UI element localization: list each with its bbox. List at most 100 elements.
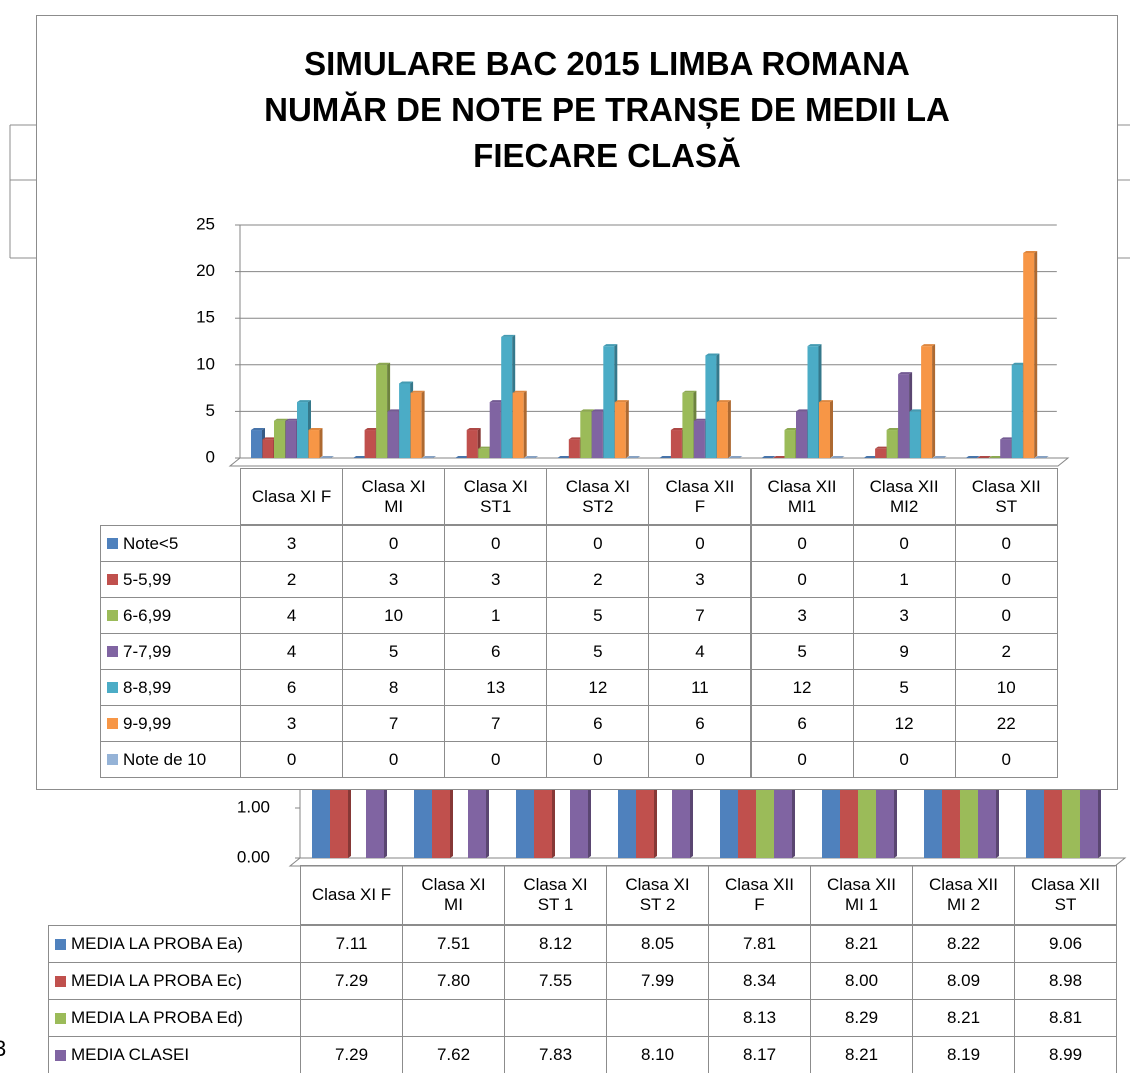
table-value: 12	[750, 669, 854, 706]
category-header: Clasa XI F	[300, 865, 403, 925]
legend-entry: MEDIA LA PROBA Ea)	[48, 925, 301, 963]
legend-label: 8-8,99	[123, 677, 172, 697]
legend-swatch	[107, 610, 118, 621]
table-value: 8.17	[708, 1036, 811, 1073]
legend-label: 7-7,99	[123, 641, 172, 661]
table-value: 8.22	[912, 925, 1015, 963]
table-value: 8.00	[810, 962, 913, 1000]
table-value: 0	[342, 741, 446, 778]
legend-swatch	[55, 975, 66, 987]
table-value: 6	[546, 705, 650, 742]
y-tick-label: 1.00	[237, 797, 270, 816]
legend-entry: MEDIA CLASEI	[48, 1036, 301, 1073]
legend-swatch	[107, 718, 118, 729]
table-value: 7.11	[300, 925, 403, 963]
table-value	[606, 999, 709, 1037]
table-value: 11	[648, 669, 752, 706]
table-value: 0	[750, 741, 854, 778]
legend-entry: Note<5	[100, 525, 241, 562]
table-value: 7.81	[708, 925, 811, 963]
table-value: 8.99	[1014, 1036, 1117, 1073]
table-value: 0	[240, 741, 344, 778]
table-value: 8.29	[810, 999, 913, 1037]
table-value: 5	[852, 669, 956, 706]
y-tick-label: 0.00	[237, 847, 270, 866]
table-value: 8.10	[606, 1036, 709, 1073]
table-value: 12	[852, 705, 956, 742]
legend-label: 9-9,99	[123, 713, 172, 733]
legend-entry: 8-8,99	[100, 669, 241, 706]
table-value: 7.55	[504, 962, 607, 1000]
legend-label: MEDIA CLASEI	[71, 1045, 190, 1064]
table-value: 8.09	[912, 962, 1015, 1000]
category-header: Clasa XI ST2	[546, 468, 650, 525]
table-value: 2	[546, 561, 650, 598]
table-value: 8.21	[810, 925, 913, 963]
table-value: 0	[342, 525, 446, 562]
chart-title: SIMULARE BAC 2015 LIMBA ROMANA NUMĂR DE …	[264, 45, 950, 174]
table-value: 0	[648, 525, 752, 562]
legend-entry: 9-9,99	[100, 705, 241, 742]
table-value: 8.12	[504, 925, 607, 963]
table-value: 6	[444, 633, 548, 670]
category-header: Clasa XII F	[708, 865, 811, 925]
table-value: 8.13	[708, 999, 811, 1037]
legend-swatch	[107, 574, 118, 585]
category-header: Clasa XI ST 2	[606, 865, 709, 925]
table-value	[402, 999, 505, 1037]
table-value: 4	[240, 633, 344, 670]
legend-entry: 6-6,99	[100, 597, 241, 634]
table-value: 3	[852, 597, 956, 634]
table-value: 12	[546, 669, 650, 706]
floor	[288, 857, 1127, 867]
table-value: 7.29	[300, 1036, 403, 1073]
table-value: 0	[954, 561, 1058, 598]
table-value: 7.83	[504, 1036, 607, 1073]
table-value: 0	[750, 561, 854, 598]
table-value: 4	[648, 633, 752, 670]
table-value: 3	[342, 561, 446, 598]
table-value: 0	[444, 525, 548, 562]
category-header: Clasa XI MI	[342, 468, 446, 525]
table-value: 6	[648, 705, 752, 742]
table-value: 3	[240, 525, 344, 562]
table-value: 7.99	[606, 962, 709, 1000]
category-header: Clasa XI F	[240, 468, 344, 525]
table-value: 22	[954, 705, 1058, 742]
table-value: 9.06	[1014, 925, 1117, 963]
table-value: 8.34	[708, 962, 811, 1000]
legend-entry: MEDIA LA PROBA Ed)	[48, 999, 301, 1037]
category-header: Clasa XII ST	[954, 468, 1058, 525]
category-header: Clasa XI MI	[402, 865, 505, 925]
table-value: 0	[750, 525, 854, 562]
table-value: 8	[342, 669, 446, 706]
legend-swatch	[107, 754, 118, 765]
legend-label: MEDIA LA PROBA Ea)	[71, 934, 243, 953]
category-header: Clasa XII F	[648, 468, 752, 525]
legend-swatch	[55, 1049, 66, 1061]
table-value: 7.29	[300, 962, 403, 1000]
table-value: 4	[240, 597, 344, 634]
table-value: 1	[852, 561, 956, 598]
table-value: 13	[444, 669, 548, 706]
table-value: 8.21	[912, 999, 1015, 1037]
legend-swatch	[107, 682, 118, 693]
legend-swatch	[55, 1012, 66, 1024]
legend-label: MEDIA LA PROBA Ed)	[71, 1008, 243, 1027]
table-value: 3	[750, 597, 854, 634]
table-value: 5	[342, 633, 446, 670]
table-value: 6	[240, 669, 344, 706]
table-value: 7.51	[402, 925, 505, 963]
table-value: 5	[546, 633, 650, 670]
category-header: Clasa XI ST1	[444, 468, 548, 525]
table-value: 3	[240, 705, 344, 742]
legend-entry: MEDIA LA PROBA Ec)	[48, 962, 301, 1000]
table-value: 2	[240, 561, 344, 598]
legend-entry: 7-7,99	[100, 633, 241, 670]
category-header: Clasa XII ST	[1014, 865, 1117, 925]
table-value: 0	[546, 525, 650, 562]
legend-label: Note<5	[123, 533, 179, 553]
table-value: 8.81	[1014, 999, 1117, 1037]
table-value: 2	[954, 633, 1058, 670]
